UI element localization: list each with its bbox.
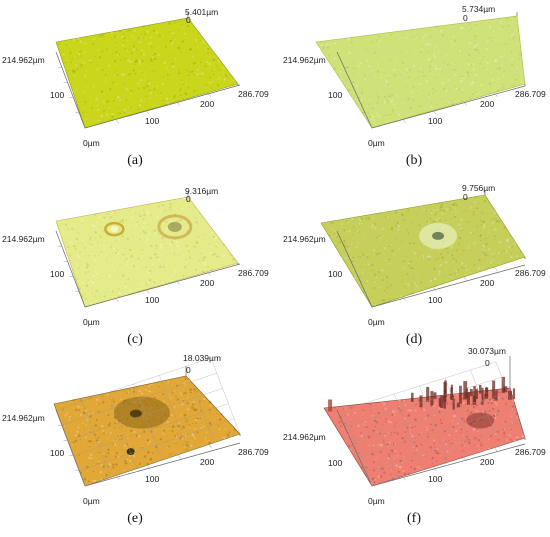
caption-c: (c) — [127, 332, 143, 347]
origin-label: 0µm — [83, 317, 100, 327]
x-label-max: 286.709 — [515, 89, 546, 99]
surface-texture-c — [57, 197, 235, 305]
origin-label: 0µm — [368, 317, 385, 327]
ticks-b — [344, 66, 526, 124]
surface-plot-d: 9.756µm 0 214.962µm 100 0µm 100 200 286.… — [283, 183, 546, 327]
ticks-f — [342, 361, 526, 487]
y-label-max: 214.962µm — [283, 55, 326, 65]
caption-d: (d) — [405, 332, 423, 347]
x-axis-f — [371, 443, 526, 487]
x-label-200: 200 — [480, 457, 494, 467]
ticks-a — [57, 66, 239, 124]
zmax-label: 5.734µm — [462, 4, 495, 14]
y-axis-f — [336, 409, 373, 487]
origin-label: 0µm — [83, 138, 100, 148]
caption-b: (b) — [405, 153, 423, 168]
panel-b: 5.734µm 0 214.962µm 100 0µm 100 200 286.… — [275, 0, 550, 179]
x-axis-c — [84, 263, 241, 308]
surface-plot-b: 5.734µm 0 214.962µm 100 0µm 100 200 286.… — [283, 4, 546, 148]
zmax-label: 30.073µm — [468, 346, 506, 356]
y-label-max: 214.962µm — [2, 413, 45, 423]
surface-plot-e: 18.039µm 0 214.962µm 100 0µm 100 200 286… — [2, 353, 269, 506]
x-label-100: 100 — [428, 116, 442, 126]
y-label-100: 100 — [328, 458, 342, 468]
x-axis-a — [84, 84, 241, 129]
caption-f: (f) — [407, 511, 421, 526]
x-axis-d — [371, 264, 526, 308]
y-axis-a — [55, 51, 86, 129]
zmax-label: 18.039µm — [183, 353, 221, 363]
zero-label: 0 — [186, 194, 191, 204]
y-label-max: 214.962µm — [283, 432, 326, 442]
surface-texture-e — [62, 377, 236, 483]
panel-c: 9.316µm 0 214.962µm 100 0µm 100 200 286.… — [0, 179, 275, 358]
panel-e: 18.039µm 0 214.962µm 100 0µm 100 200 286… — [0, 353, 275, 537]
x-label-200: 200 — [200, 99, 214, 109]
ticks-d — [344, 245, 526, 302]
y-axis-b — [336, 51, 373, 129]
y-label-100: 100 — [50, 90, 64, 100]
x-label-100: 100 — [145, 116, 159, 126]
surface-texture-a — [57, 17, 235, 127]
x-label-max: 286.709 — [238, 447, 269, 457]
surface-texture-b — [319, 15, 524, 126]
x-label-max: 286.709 — [515, 268, 546, 278]
ticks-e — [55, 357, 241, 487]
surface-plot-f: 30.073µm 0 214.962µm 100 0µm 100 200 286… — [283, 346, 546, 506]
caption-a: (a) — [127, 153, 143, 168]
zero-label: 0 — [186, 15, 191, 25]
y-label-100: 100 — [50, 269, 64, 279]
x-axis-e — [84, 442, 241, 487]
y-label-100: 100 — [50, 448, 64, 458]
panel-f: 30.073µm 0 214.962µm 100 0µm 100 200 286… — [275, 346, 550, 537]
surface-texture-d — [328, 194, 522, 306]
zero-label: 0 — [186, 365, 191, 375]
x-label-max: 286.709 — [238, 89, 269, 99]
x-label-200: 200 — [200, 278, 214, 288]
x-label-max: 286.709 — [515, 447, 546, 457]
x-label-100: 100 — [145, 295, 159, 305]
caption-e: (e) — [127, 511, 143, 526]
x-label-200: 200 — [200, 457, 214, 467]
x-axis-b — [371, 85, 526, 129]
zmax-label: 5.401µm — [185, 7, 218, 17]
surface-d — [320, 194, 526, 308]
x-label-max: 286.709 — [238, 268, 269, 278]
y-label-max: 214.962µm — [283, 234, 326, 244]
surface-plot-a: 5.401µm 0 214.962µm 100 0µm 100 200 286.… — [2, 7, 269, 148]
x-label-100: 100 — [145, 474, 159, 484]
y-axis-d — [336, 230, 373, 308]
zero-label: 0 — [463, 192, 468, 202]
x-label-100: 100 — [428, 295, 442, 305]
origin-label: 0µm — [368, 496, 385, 506]
surface-plot-c: 9.316µm 0 214.962µm 100 0µm 100 200 286.… — [2, 186, 269, 327]
zmax-label: 9.756µm — [462, 183, 495, 193]
y-axis-c — [55, 230, 86, 308]
panel-d: 9.756µm 0 214.962µm 100 0µm 100 200 286.… — [275, 179, 550, 358]
x-label-200: 200 — [480, 99, 494, 109]
x-label-100: 100 — [428, 474, 442, 484]
origin-label: 0µm — [83, 496, 100, 506]
x-label-200: 200 — [480, 278, 494, 288]
surface-b — [315, 15, 526, 129]
y-label-max: 214.962µm — [2, 234, 45, 244]
zero-label: 0 — [485, 358, 490, 368]
zero-label: 0 — [463, 13, 468, 23]
ticks-c — [57, 245, 239, 303]
y-label-100: 100 — [328, 269, 342, 279]
origin-label: 0µm — [368, 138, 385, 148]
y-label-max: 214.962µm — [2, 55, 45, 65]
panel-a: 5.401µm 0 214.962µm 100 0µm 100 200 286.… — [0, 0, 275, 179]
y-label-100: 100 — [328, 90, 342, 100]
zmax-label: 9.316µm — [185, 186, 218, 196]
